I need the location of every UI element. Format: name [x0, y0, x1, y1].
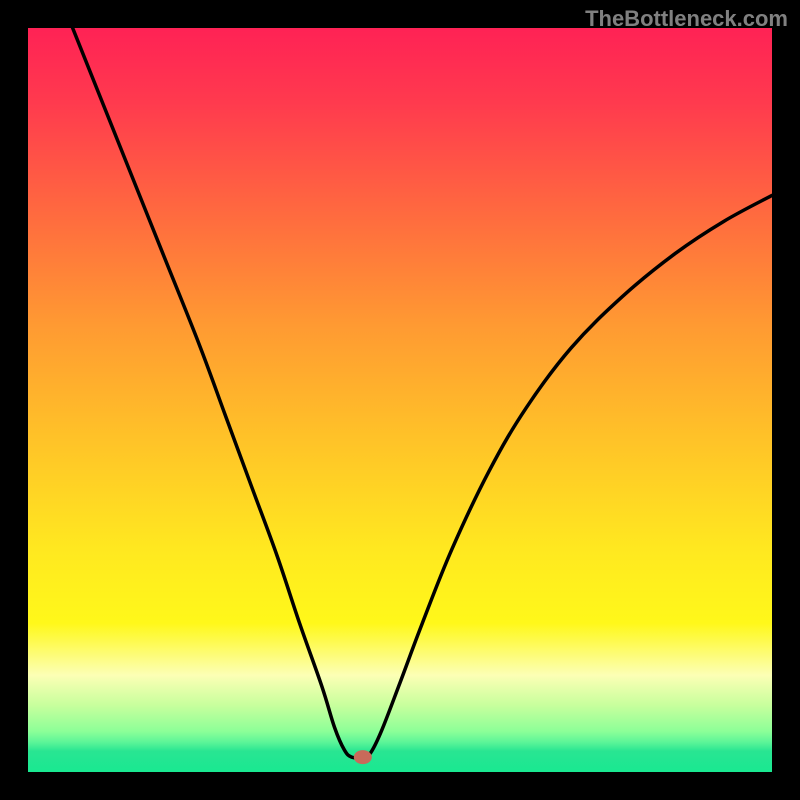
- frame-border-right: [772, 0, 800, 800]
- frame-border-bottom: [0, 772, 800, 800]
- minimum-marker: [354, 750, 372, 764]
- plot-area: [28, 28, 772, 772]
- plot-background: [28, 28, 772, 772]
- chart-frame: TheBottleneck.com: [0, 0, 800, 800]
- plot-svg: [28, 28, 772, 772]
- frame-border-left: [0, 0, 28, 800]
- frame-border-top: [0, 0, 800, 28]
